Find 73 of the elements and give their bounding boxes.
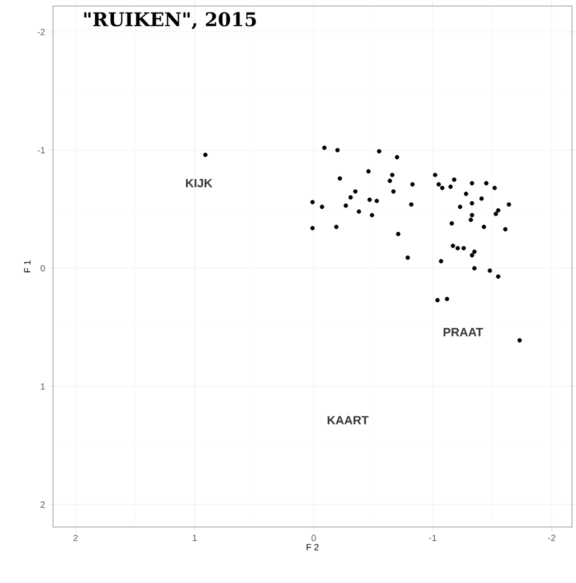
point — [449, 221, 454, 226]
point — [493, 212, 498, 216]
point — [394, 155, 400, 160]
x-axis-title: F 2 — [306, 544, 318, 550]
point — [352, 189, 358, 194]
point — [366, 169, 370, 174]
point — [496, 208, 500, 213]
point — [405, 255, 410, 260]
point — [488, 268, 492, 273]
point — [343, 203, 348, 208]
point — [440, 186, 444, 190]
point — [450, 244, 455, 248]
point — [348, 195, 353, 200]
point — [370, 212, 374, 218]
y-tick-label: 0 — [40, 265, 45, 272]
point — [470, 253, 474, 258]
point — [472, 250, 476, 254]
x-tick-label: 0 — [311, 534, 316, 542]
chart-title: "RUIKEN", 2015 — [84, 12, 256, 30]
point — [470, 212, 474, 218]
point — [470, 181, 474, 186]
x-tick-label: 2 — [73, 534, 78, 542]
point — [376, 149, 382, 154]
point — [335, 148, 340, 152]
point — [455, 246, 460, 250]
point — [310, 226, 315, 230]
point — [436, 182, 441, 187]
point — [482, 224, 486, 230]
point — [468, 218, 473, 222]
point — [484, 181, 488, 186]
point — [338, 176, 342, 181]
point — [367, 198, 372, 202]
point — [517, 338, 522, 343]
point — [479, 196, 484, 201]
point — [492, 186, 497, 190]
point — [374, 198, 379, 204]
point — [432, 172, 438, 178]
point — [320, 204, 324, 210]
point — [470, 201, 474, 206]
point — [458, 204, 462, 210]
point — [444, 296, 450, 302]
x-tick-label: 1 — [192, 534, 197, 541]
point — [391, 189, 396, 194]
point — [461, 246, 466, 250]
point — [438, 258, 444, 264]
point — [435, 298, 440, 302]
point — [496, 274, 500, 279]
point — [464, 192, 468, 196]
point — [388, 178, 392, 184]
y-tick-label: 2 — [40, 501, 45, 508]
annotation: PRAAT — [443, 328, 483, 336]
annotation: KIJK — [186, 178, 212, 188]
point — [356, 209, 361, 214]
point — [410, 182, 415, 187]
x-tick-label: -2 — [548, 534, 556, 542]
point — [396, 232, 400, 236]
point — [472, 266, 476, 270]
point — [448, 184, 453, 189]
point — [452, 177, 456, 182]
point — [322, 146, 326, 150]
y-tick-label: -2 — [37, 28, 45, 36]
annotation: KAART — [327, 416, 368, 424]
point — [502, 227, 508, 232]
x-tick-label: -1 — [428, 534, 436, 541]
y-tick-label: 1 — [40, 383, 45, 390]
point — [310, 200, 315, 204]
y-axis-title: F 1 — [24, 260, 30, 272]
point — [408, 202, 414, 207]
point — [203, 152, 208, 158]
point — [506, 202, 511, 207]
y-tick-label: -1 — [37, 147, 45, 154]
point — [334, 224, 338, 230]
point — [390, 172, 394, 178]
